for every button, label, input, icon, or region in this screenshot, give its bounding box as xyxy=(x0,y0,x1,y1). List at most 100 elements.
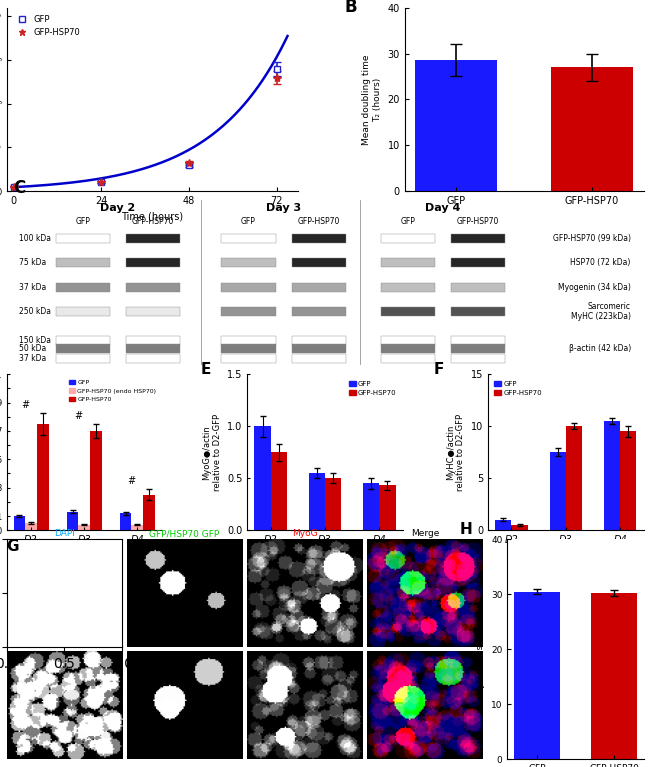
Bar xyxy=(222,283,276,292)
Bar xyxy=(126,258,180,268)
Text: 150 kDa: 150 kDa xyxy=(20,336,51,345)
Bar xyxy=(67,512,79,530)
Bar xyxy=(381,283,435,292)
Bar xyxy=(222,344,276,354)
Bar xyxy=(381,258,435,268)
Bar xyxy=(325,478,341,530)
Bar xyxy=(56,234,110,242)
Text: B: B xyxy=(345,0,358,17)
Bar xyxy=(222,307,276,316)
Bar xyxy=(126,307,180,316)
Bar xyxy=(126,307,180,316)
Bar xyxy=(292,258,346,268)
Bar xyxy=(292,234,346,242)
Bar xyxy=(451,344,505,354)
Text: 50 kDa: 50 kDa xyxy=(20,344,47,354)
Bar xyxy=(381,258,435,268)
Text: HSP70 (72 kDa): HSP70 (72 kDa) xyxy=(571,258,630,268)
Bar xyxy=(56,354,110,363)
Text: GFP: GFP xyxy=(400,216,415,225)
Text: GFP: GFP xyxy=(75,216,90,225)
Bar xyxy=(451,336,505,345)
X-axis label: Time (hours): Time (hours) xyxy=(122,212,183,222)
Text: GFP-HSP70 (99 kDa): GFP-HSP70 (99 kDa) xyxy=(552,234,630,242)
Bar xyxy=(56,283,110,292)
Bar xyxy=(126,234,180,242)
Bar xyxy=(222,283,276,292)
Bar xyxy=(451,307,505,316)
Bar xyxy=(222,344,276,354)
Legend: GFP, GFP-HSP70 (endo HSP70), GFP-HSP70: GFP, GFP-HSP70 (endo HSP70), GFP-HSP70 xyxy=(66,377,159,405)
Bar xyxy=(292,344,346,354)
Bar xyxy=(292,283,346,292)
Text: GFP-HSP70: GFP-HSP70 xyxy=(457,216,499,225)
Text: Day 4: Day 4 xyxy=(425,203,461,213)
Text: F: F xyxy=(434,362,444,377)
Text: #: # xyxy=(127,476,135,486)
Bar xyxy=(222,258,276,268)
Bar xyxy=(381,336,435,345)
Bar xyxy=(143,495,155,530)
Bar xyxy=(451,344,505,354)
Y-axis label: Mean doubling time
T₂ (hours): Mean doubling time T₂ (hours) xyxy=(363,54,382,145)
Bar xyxy=(126,344,180,354)
Bar xyxy=(222,234,276,242)
Bar xyxy=(514,591,560,759)
Bar xyxy=(126,283,180,292)
Legend: GFP, GFP-HSP70: GFP, GFP-HSP70 xyxy=(491,377,545,399)
Text: 37 kDa: 37 kDa xyxy=(20,354,47,363)
Bar xyxy=(14,516,25,530)
Text: GFP-HSP70: GFP-HSP70 xyxy=(132,216,174,225)
Bar xyxy=(451,258,505,268)
Bar xyxy=(549,453,566,530)
Bar xyxy=(292,234,346,242)
Bar xyxy=(292,307,346,316)
Bar xyxy=(381,344,435,354)
Text: 75 kDa: 75 kDa xyxy=(20,258,47,268)
Bar xyxy=(131,525,143,530)
Bar xyxy=(222,336,276,345)
Bar xyxy=(551,67,632,191)
Bar xyxy=(56,344,110,354)
Bar xyxy=(451,283,505,292)
Bar xyxy=(56,336,110,345)
Title: DAPI: DAPI xyxy=(54,529,75,538)
Bar xyxy=(381,354,435,363)
Text: #: # xyxy=(74,411,83,421)
Bar xyxy=(620,431,636,530)
Title: Merge: Merge xyxy=(411,529,439,538)
Y-axis label: MyoG⁺ cells (% GFP⁺): MyoG⁺ cells (% GFP⁺) xyxy=(476,604,486,695)
Bar xyxy=(126,344,180,354)
Bar xyxy=(604,421,620,530)
Bar xyxy=(292,344,346,354)
Bar xyxy=(451,234,505,242)
Bar xyxy=(309,473,325,530)
Bar xyxy=(56,283,110,292)
Bar xyxy=(566,426,582,530)
Bar xyxy=(126,258,180,268)
Bar xyxy=(591,593,637,759)
Text: 37 kDa: 37 kDa xyxy=(20,283,47,292)
Bar xyxy=(451,258,505,268)
Bar xyxy=(79,525,90,530)
Bar xyxy=(56,307,110,316)
Y-axis label: MyoG●/actin
relative to D2-GFP: MyoG●/actin relative to D2-GFP xyxy=(202,413,222,491)
Text: 100 kDa: 100 kDa xyxy=(20,234,51,242)
Bar xyxy=(90,431,101,530)
Bar xyxy=(254,426,270,530)
Bar xyxy=(451,354,505,363)
Bar xyxy=(270,453,287,530)
Text: C: C xyxy=(13,179,25,197)
Text: Day 3: Day 3 xyxy=(266,203,301,213)
Bar xyxy=(495,520,512,530)
Text: G: G xyxy=(6,539,19,555)
Bar xyxy=(381,307,435,316)
Bar xyxy=(381,307,435,316)
Bar xyxy=(292,283,346,292)
Text: E: E xyxy=(201,362,211,377)
Bar xyxy=(126,336,180,345)
Bar xyxy=(381,234,435,242)
Bar xyxy=(25,523,37,530)
Bar xyxy=(56,258,110,268)
Text: Sarcomeric
MyHC (223kDa): Sarcomeric MyHC (223kDa) xyxy=(571,302,630,321)
